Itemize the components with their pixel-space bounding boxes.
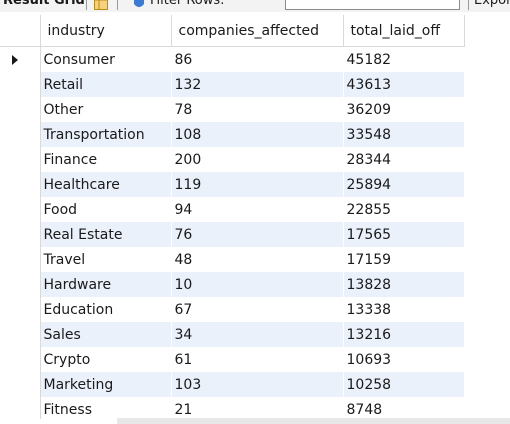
cell-companies-affected[interactable]: 86 <box>171 46 343 72</box>
column-header-companies-affected[interactable]: companies_affected <box>171 15 344 47</box>
row-header[interactable] <box>0 347 41 372</box>
table-row[interactable]: Retail 132 43613 <box>0 72 464 97</box>
row-header[interactable] <box>0 72 41 97</box>
row-header[interactable] <box>0 197 41 222</box>
cell-companies-affected[interactable]: 103 <box>171 372 343 397</box>
toolbar-separator <box>117 0 118 10</box>
table-row[interactable]: Finance 200 28344 <box>0 147 464 172</box>
cell-companies-affected[interactable]: 10 <box>171 272 343 297</box>
cell-companies-affected[interactable]: 200 <box>171 147 343 172</box>
cell-total-laid-off[interactable]: 10258 <box>343 372 464 397</box>
cell-industry[interactable]: Other <box>40 97 171 122</box>
cell-industry[interactable]: Real Estate <box>40 222 171 247</box>
column-header-total-laid-off[interactable]: total_laid_off <box>343 15 465 47</box>
table-row[interactable]: Fitness 21 8748 <box>0 397 464 419</box>
horizontal-scrollbar[interactable] <box>117 418 510 424</box>
filter-icon[interactable] <box>132 0 146 8</box>
result-grid[interactable]: industry companies_affected total_laid_o… <box>0 15 471 419</box>
cell-total-laid-off[interactable]: 13216 <box>343 322 464 347</box>
table-row[interactable]: Other 78 36209 <box>0 97 464 122</box>
table-row[interactable]: Travel 48 17159 <box>0 247 464 272</box>
cell-industry[interactable]: Education <box>40 297 171 322</box>
cell-companies-affected[interactable]: 119 <box>171 172 343 197</box>
cell-companies-affected[interactable]: 48 <box>171 247 343 272</box>
row-header[interactable] <box>0 397 41 419</box>
cell-companies-affected[interactable]: 76 <box>171 222 343 247</box>
table-row[interactable]: Crypto 61 10693 <box>0 347 464 372</box>
cell-total-laid-off[interactable]: 45182 <box>343 46 464 72</box>
row-header[interactable] <box>0 97 41 122</box>
cell-companies-affected[interactable]: 78 <box>171 97 343 122</box>
toolbar-separator <box>86 0 87 10</box>
row-header[interactable] <box>0 122 41 147</box>
grid-empty-area <box>471 15 510 418</box>
cell-industry[interactable]: Crypto <box>40 347 171 372</box>
row-header[interactable] <box>0 372 41 397</box>
export-label[interactable]: Export: <box>474 0 510 8</box>
cell-total-laid-off[interactable]: 8748 <box>343 397 464 419</box>
table-row[interactable]: Education 67 13338 <box>0 297 464 322</box>
row-header[interactable] <box>0 272 41 297</box>
cell-total-laid-off[interactable]: 13828 <box>343 272 464 297</box>
cell-industry[interactable]: Transportation <box>40 122 171 147</box>
row-header[interactable] <box>0 147 41 172</box>
cell-companies-affected[interactable]: 67 <box>171 297 343 322</box>
cell-total-laid-off[interactable]: 10693 <box>343 347 464 372</box>
table-row[interactable]: Real Estate 76 17565 <box>0 222 464 247</box>
filter-rows-input[interactable] <box>285 0 460 10</box>
row-header[interactable] <box>0 297 41 322</box>
row-header-corner <box>0 15 41 47</box>
filter-rows-label: Filter Rows: <box>150 0 225 8</box>
table-row[interactable]: Sales 34 13216 <box>0 322 464 347</box>
row-header[interactable] <box>0 222 41 247</box>
table-row[interactable]: Hardware 10 13828 <box>0 272 464 297</box>
cell-companies-affected[interactable]: 132 <box>171 72 343 97</box>
row-header[interactable] <box>0 322 41 347</box>
table-row[interactable]: Food 94 22855 <box>0 197 464 222</box>
cell-total-laid-off[interactable]: 13338 <box>343 297 464 322</box>
column-header-industry[interactable]: industry <box>40 15 172 47</box>
cell-companies-affected[interactable]: 21 <box>171 397 343 419</box>
cell-total-laid-off[interactable]: 43613 <box>343 72 464 97</box>
cell-industry[interactable]: Hardware <box>40 272 171 297</box>
cell-total-laid-off[interactable]: 25894 <box>343 172 464 197</box>
result-grid-tab[interactable]: Result Grid <box>3 0 85 8</box>
cell-companies-affected[interactable]: 108 <box>171 122 343 147</box>
table-row[interactable]: Marketing 103 10258 <box>0 372 464 397</box>
table-row[interactable]: Transportation 108 33548 <box>0 122 464 147</box>
cell-total-laid-off[interactable]: 33548 <box>343 122 464 147</box>
cell-total-laid-off[interactable]: 22855 <box>343 197 464 222</box>
cell-industry[interactable]: Healthcare <box>40 172 171 197</box>
cell-industry[interactable]: Fitness <box>40 397 171 419</box>
row-pointer-icon <box>12 55 18 65</box>
cell-industry[interactable]: Finance <box>40 147 171 172</box>
cell-total-laid-off[interactable]: 36209 <box>343 97 464 122</box>
cell-companies-affected[interactable]: 61 <box>171 347 343 372</box>
cell-industry[interactable]: Travel <box>40 247 171 272</box>
cell-companies-affected[interactable]: 94 <box>171 197 343 222</box>
cell-total-laid-off[interactable]: 17565 <box>343 222 464 247</box>
grid-view-icon[interactable] <box>94 0 108 10</box>
row-header[interactable] <box>0 247 41 272</box>
header-row: industry companies_affected total_laid_o… <box>0 15 465 47</box>
toolbar-separator <box>468 0 469 10</box>
cell-industry[interactable]: Sales <box>40 322 171 347</box>
cell-industry[interactable]: Marketing <box>40 372 171 397</box>
cell-industry[interactable]: Retail <box>40 72 171 97</box>
cell-total-laid-off[interactable]: 17159 <box>343 247 464 272</box>
row-header[interactable] <box>0 172 41 197</box>
cell-total-laid-off[interactable]: 28344 <box>343 147 464 172</box>
cell-companies-affected[interactable]: 34 <box>171 322 343 347</box>
row-header[interactable] <box>0 46 41 72</box>
result-toolbar: Result Grid Filter Rows: Export: <box>0 0 510 12</box>
cell-industry[interactable]: Food <box>40 197 171 222</box>
table-row[interactable]: Healthcare 119 25894 <box>0 172 464 197</box>
table-row[interactable]: Consumer 86 45182 <box>0 46 464 72</box>
cell-industry[interactable]: Consumer <box>40 46 171 72</box>
